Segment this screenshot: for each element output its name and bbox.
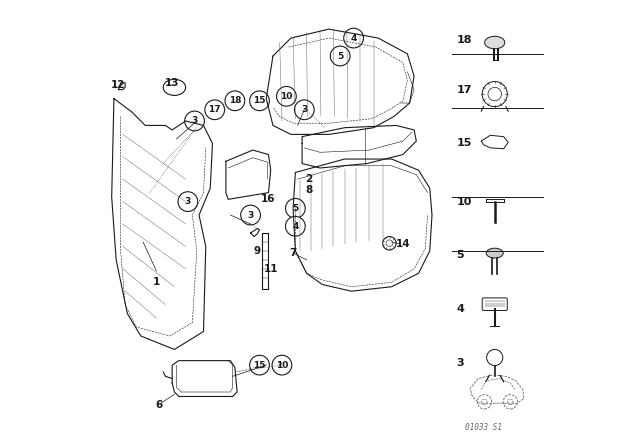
Circle shape: [488, 87, 502, 101]
Text: 10: 10: [276, 361, 288, 370]
Text: 15: 15: [253, 361, 266, 370]
Text: 4: 4: [351, 34, 356, 43]
Circle shape: [250, 355, 269, 375]
Circle shape: [383, 237, 396, 250]
Text: 15: 15: [457, 138, 472, 148]
Circle shape: [185, 111, 204, 131]
Text: 6: 6: [155, 401, 163, 410]
Text: 5: 5: [292, 204, 298, 213]
Circle shape: [508, 399, 513, 405]
Text: 16: 16: [261, 194, 276, 204]
Circle shape: [503, 395, 518, 409]
Circle shape: [285, 198, 305, 218]
Text: 18: 18: [228, 96, 241, 105]
Circle shape: [344, 28, 364, 48]
Text: 2: 2: [305, 174, 312, 184]
Text: 14: 14: [396, 239, 410, 249]
Text: 1: 1: [153, 277, 160, 287]
Circle shape: [225, 91, 244, 111]
Circle shape: [276, 86, 296, 106]
Text: 10: 10: [457, 197, 472, 207]
Circle shape: [477, 395, 492, 409]
Ellipse shape: [486, 248, 503, 258]
Text: 5: 5: [457, 250, 464, 260]
Text: 4: 4: [292, 222, 298, 231]
Text: 5: 5: [337, 52, 343, 60]
Text: 7: 7: [289, 248, 297, 258]
Text: 13: 13: [165, 78, 179, 88]
Ellipse shape: [484, 36, 505, 49]
Circle shape: [241, 205, 260, 225]
Text: 9: 9: [253, 246, 261, 256]
Text: 15: 15: [253, 96, 266, 105]
Circle shape: [330, 46, 350, 66]
Circle shape: [482, 399, 487, 405]
Text: 3: 3: [457, 358, 464, 368]
Text: 3: 3: [301, 105, 307, 114]
Text: 17: 17: [457, 85, 472, 95]
Circle shape: [178, 192, 198, 211]
Text: 01033 S1: 01033 S1: [465, 423, 502, 432]
Text: 3: 3: [185, 197, 191, 206]
Circle shape: [272, 355, 292, 375]
Circle shape: [482, 82, 508, 107]
Circle shape: [285, 216, 305, 236]
Circle shape: [386, 240, 393, 247]
Text: 11: 11: [264, 264, 278, 274]
Circle shape: [294, 100, 314, 120]
FancyBboxPatch shape: [482, 298, 508, 310]
Circle shape: [205, 100, 225, 120]
Text: 10: 10: [280, 92, 292, 101]
Text: 8: 8: [305, 185, 312, 195]
Text: 17: 17: [209, 105, 221, 114]
Text: 4: 4: [457, 304, 465, 314]
Text: 12: 12: [111, 80, 125, 90]
Circle shape: [486, 349, 503, 366]
Circle shape: [250, 91, 269, 111]
Text: 3: 3: [248, 211, 253, 220]
Text: 18: 18: [457, 35, 472, 45]
Text: 3: 3: [191, 116, 198, 125]
Ellipse shape: [163, 79, 186, 95]
